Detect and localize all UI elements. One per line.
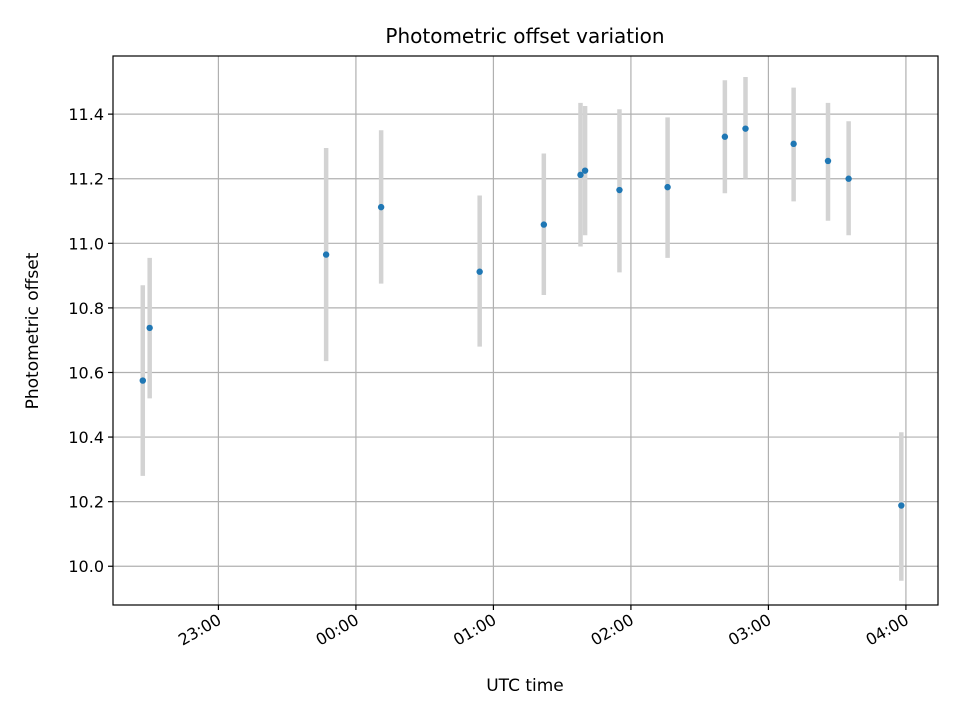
- data-point: [824, 157, 832, 165]
- y-tick-label: 10.4: [68, 428, 104, 447]
- data-point: [721, 133, 729, 140]
- axes-frame: [112, 55, 939, 606]
- data-point: [146, 324, 153, 332]
- data-point: [581, 167, 589, 174]
- data-point: [577, 171, 584, 179]
- data-point: [616, 186, 623, 194]
- x-axis-label: UTC time: [486, 676, 564, 696]
- data-point: [898, 502, 905, 509]
- grid-lines: [113, 56, 938, 605]
- data-point: [790, 140, 797, 148]
- y-tick-label: 11.0: [68, 234, 104, 253]
- data-point: [664, 183, 671, 191]
- y-tick-label: 11.4: [68, 105, 104, 124]
- y-tick-label: 10.0: [68, 557, 104, 576]
- data-point: [377, 203, 385, 211]
- data-point: [845, 175, 852, 182]
- data-point: [540, 221, 548, 228]
- data-point: [476, 268, 483, 275]
- y-tick-label: 10.6: [68, 363, 104, 382]
- data-point: [139, 377, 146, 384]
- y-tick-label: 10.2: [68, 493, 104, 512]
- y-axis-label: Photometric offset: [23, 252, 43, 409]
- chart-title: Photometric offset variation: [385, 24, 664, 48]
- data-points: [139, 125, 905, 509]
- y-tick-label: 10.8: [68, 299, 104, 318]
- data-point: [742, 125, 749, 132]
- data-point: [322, 251, 330, 258]
- y-tick-label: 11.2: [68, 170, 104, 189]
